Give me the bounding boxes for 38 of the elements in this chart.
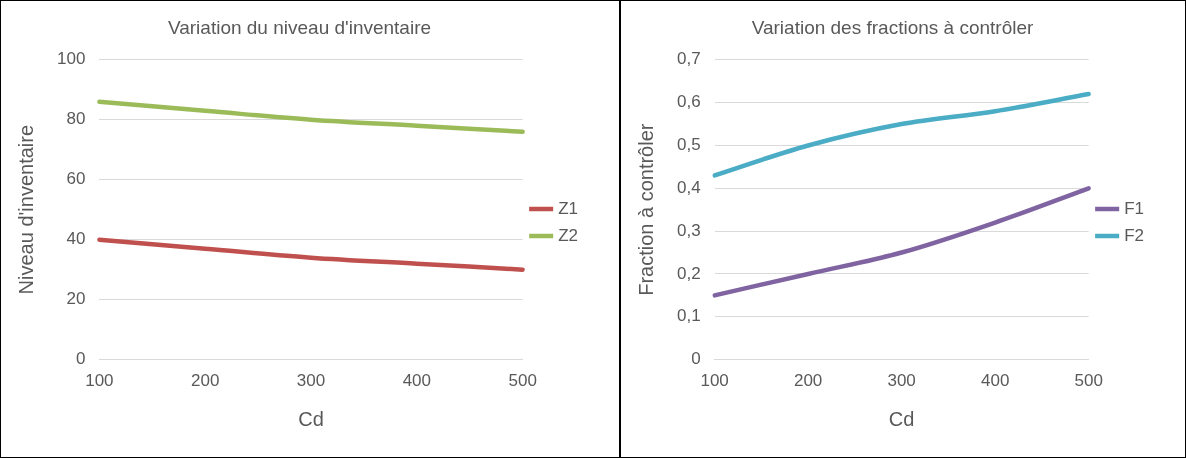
x-tick-label: 100 — [700, 371, 729, 391]
line-series — [712, 91, 1091, 178]
x-tick-label: 200 — [191, 371, 220, 391]
chart-title: Variation des fractions à contrôler — [751, 16, 1034, 38]
y-tick-label: 60 — [66, 169, 86, 189]
legend-label: F1 — [1124, 198, 1144, 218]
x-tick-label: 300 — [887, 371, 916, 391]
y-axis-title: Niveau d'inventaire — [14, 124, 37, 295]
y-tick-label: 100 — [56, 49, 86, 69]
x-axis-title: Cd — [298, 407, 324, 430]
y-tick-label: 0,7 — [676, 49, 701, 69]
x-tick-label: 500 — [1074, 371, 1103, 391]
y-tick-label: 20 — [66, 289, 86, 309]
legend-label: Z2 — [558, 225, 578, 245]
line-series — [97, 99, 525, 134]
y-tick-label: 0,1 — [676, 306, 701, 326]
x-tick-label: 500 — [508, 371, 537, 391]
y-tick-label: 0,5 — [676, 135, 701, 155]
y-tick-label: 0,3 — [676, 220, 701, 240]
y-tick-label: 80 — [66, 109, 86, 129]
y-tick-label: 40 — [66, 229, 86, 249]
chart-title: Variation du niveau d'inventaire — [167, 16, 432, 38]
y-tick-label: 0,6 — [676, 92, 701, 112]
y-tick-label: 0 — [75, 349, 86, 369]
x-tick-label: 400 — [980, 371, 1010, 391]
x-tick-label: 400 — [402, 371, 432, 391]
line-series — [97, 237, 525, 272]
y-tick-label: 0,2 — [676, 263, 701, 283]
line-series — [712, 186, 1091, 298]
x-tick-label: 300 — [296, 371, 326, 391]
x-tick-label: 200 — [793, 371, 823, 391]
y-tick-label: 0,4 — [676, 177, 701, 197]
x-tick-label: 100 — [85, 371, 114, 391]
y-tick-label: 0 — [691, 349, 701, 369]
legend-label: F2 — [1124, 225, 1144, 245]
x-axis-title: Cd — [888, 407, 915, 430]
legend-label: Z1 — [558, 198, 578, 218]
y-axis-title: Fraction à contrôler — [634, 123, 657, 296]
